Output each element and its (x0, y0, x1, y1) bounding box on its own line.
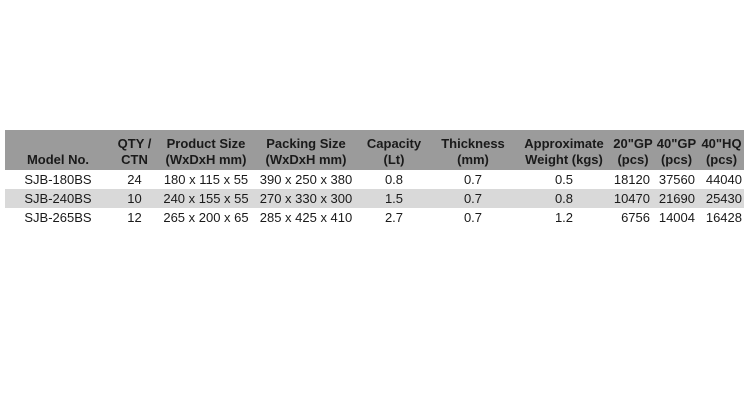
header-label: (pcs) (617, 152, 649, 167)
cell-approx-weight: 0.5 (554, 172, 574, 187)
header-cell-qty-ctn: QTY / CTN (111, 130, 158, 170)
cell-packing-size: 285 x 425 x 410 (259, 210, 353, 225)
header-label: Product Size (166, 136, 246, 151)
header-label: Thickness (441, 136, 505, 151)
header-cell-product-size: Product Size (WxDxH mm) (158, 130, 254, 170)
table-header-row: Model No. QTY / CTN Product Size (WxDxH … (5, 130, 744, 170)
cell-capacity: 0.8 (384, 172, 404, 187)
header-label: (WxDxH mm) (265, 152, 347, 167)
cell-20gp: 10470 (613, 191, 650, 206)
header-label: (WxDxH mm) (165, 152, 247, 167)
header-label: Model No. (26, 152, 90, 167)
cell-40gp: 21690 (658, 191, 695, 206)
header-label: Packing Size (266, 136, 346, 151)
header-label: 40"GP (656, 136, 697, 151)
cell-capacity: 2.7 (384, 210, 404, 225)
cell-thickness: 0.7 (463, 172, 483, 187)
cell-40gp: 37560 (658, 172, 695, 187)
cell-thickness: 0.7 (463, 191, 483, 206)
header-label: 40"HQ (701, 136, 742, 151)
header-label: 20"GP (613, 136, 653, 151)
header-label: CTN (121, 152, 148, 167)
cell-product-size: 180 x 115 x 55 (163, 172, 249, 187)
cell-approx-weight: 0.8 (554, 191, 574, 206)
cell-qty-ctn: 12 (127, 210, 142, 225)
product-spec-table: Model No. QTY / CTN Product Size (WxDxH … (5, 130, 744, 227)
cell-product-size: 265 x 200 x 65 (163, 210, 249, 225)
header-label: (pcs) (660, 152, 693, 167)
cell-approx-weight: 1.2 (554, 210, 574, 225)
cell-20gp: 6756 (621, 210, 650, 225)
header-cell-40hq: 40"HQ (pcs) (699, 130, 744, 170)
header-label: Approximate (524, 136, 604, 151)
cell-40hq: 44040 (705, 172, 742, 187)
header-label: (mm) (457, 152, 489, 167)
cell-20gp: 18120 (613, 172, 650, 187)
header-cell-40gp: 40"GP (pcs) (654, 130, 699, 170)
cell-model-no: SJB-180BS (24, 172, 92, 187)
header-label: QTY / (117, 136, 152, 151)
cell-40gp: 14004 (658, 210, 695, 225)
product-spec-table-container: Model No. QTY / CTN Product Size (WxDxH … (5, 130, 744, 227)
header-label: Capacity (366, 136, 422, 151)
header-label: (pcs) (705, 152, 738, 167)
header-cell-approx-weight: Approximate Weight (kgs) (516, 130, 612, 170)
header-cell-capacity: Capacity (Lt) (358, 130, 430, 170)
header-label: (Lt) (383, 152, 405, 167)
cell-packing-size: 390 x 250 x 380 (259, 172, 353, 187)
cell-qty-ctn: 24 (127, 172, 142, 187)
cell-model-no: SJB-240BS (24, 191, 92, 206)
header-cell-thickness: Thickness (mm) (430, 130, 516, 170)
table-row: SJB-180BS 24 180 x 115 x 55 390 x 250 x … (5, 170, 744, 189)
header-cell-20gp: 20"GP (pcs) (612, 130, 654, 170)
cell-packing-size: 270 x 330 x 300 (259, 191, 353, 206)
header-label: Weight (kgs) (525, 152, 603, 167)
header-cell-packing-size: Packing Size (WxDxH mm) (254, 130, 358, 170)
cell-capacity: 1.5 (384, 191, 404, 206)
header-cell-model-no: Model No. (5, 130, 111, 170)
cell-thickness: 0.7 (463, 210, 483, 225)
cell-product-size: 240 x 155 x 55 (163, 191, 249, 206)
cell-40hq: 16428 (705, 210, 742, 225)
table-row: SJB-265BS 12 265 x 200 x 65 285 x 425 x … (5, 208, 744, 227)
cell-40hq: 25430 (705, 191, 742, 206)
table-row: SJB-240BS 10 240 x 155 x 55 270 x 330 x … (5, 189, 744, 208)
cell-qty-ctn: 10 (127, 191, 142, 206)
cell-model-no: SJB-265BS (24, 210, 92, 225)
